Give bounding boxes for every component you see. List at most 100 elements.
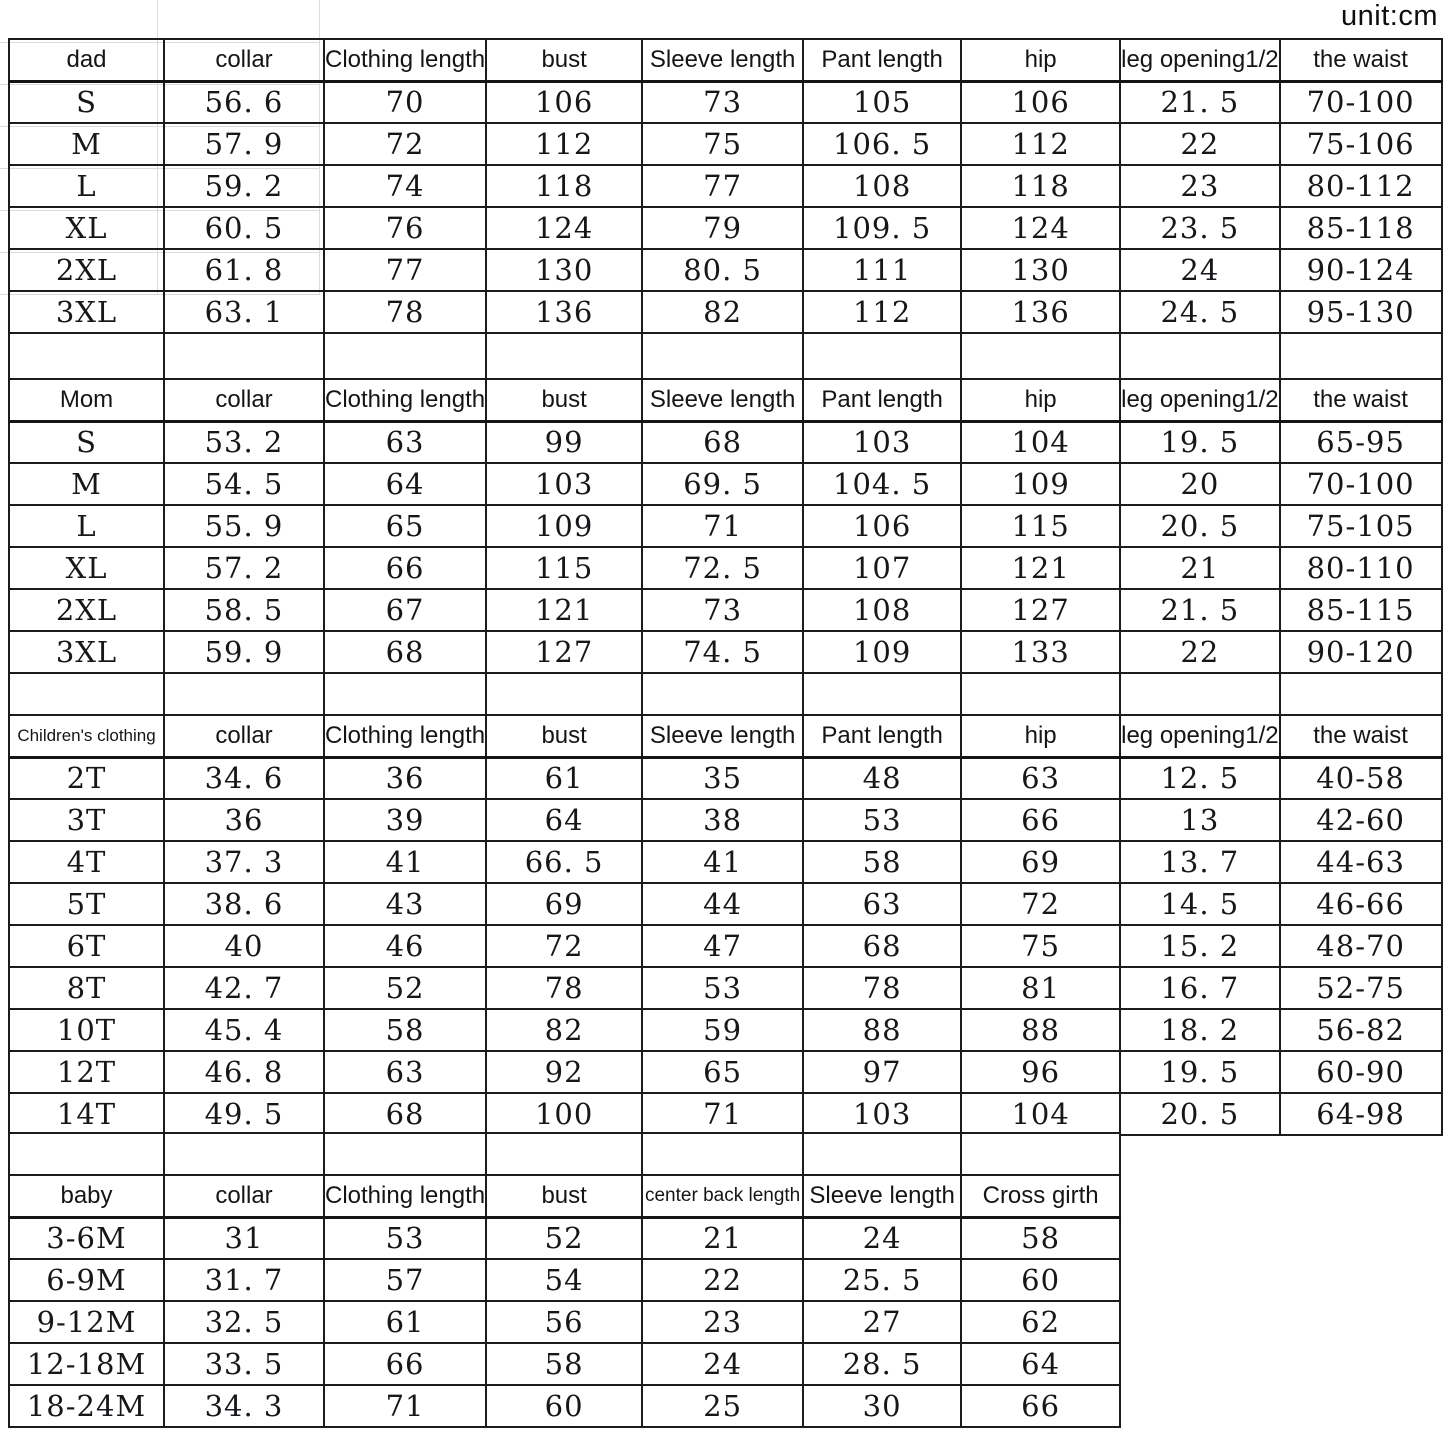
unit-label: unit:cm (1341, 0, 1438, 32)
spacer-cell (322, 672, 488, 716)
value-cell: 38 (641, 798, 805, 842)
value-cell: 13 (1119, 798, 1281, 842)
value-cell: 66 (960, 1384, 1122, 1428)
column-header: bust (485, 38, 644, 83)
value-cell: 78 (802, 966, 963, 1010)
size-label: 8T (8, 966, 165, 1010)
value-cell: 118 (960, 164, 1122, 208)
value-cell: 57. 9 (163, 122, 325, 166)
value-cell: 46. 8 (163, 1050, 325, 1094)
value-cell: 71 (322, 1384, 488, 1428)
value-cell: 54 (485, 1258, 644, 1302)
table-row: 3XL 63. 1 78 136 82 112 136 24. 5 95-130 (8, 290, 1443, 334)
value-cell: 103 (802, 420, 963, 464)
size-label: 2T (8, 756, 165, 800)
value-cell: 68 (322, 1092, 488, 1136)
column-header: Sleeve length (641, 714, 805, 759)
value-cell: 60 (960, 1258, 1122, 1302)
table-row: 12-18M 33. 5 66 58 24 28. 5 64 (8, 1342, 1122, 1386)
value-cell: 112 (802, 290, 963, 334)
value-cell: 75 (960, 924, 1122, 968)
table-row: XL 60. 5 76 124 79 109. 5 124 23. 5 85-118 (8, 206, 1443, 250)
value-cell: 69 (960, 840, 1122, 884)
value-cell: 60. 5 (163, 206, 325, 250)
value-cell: 53 (322, 1216, 488, 1260)
value-cell: 73 (641, 80, 805, 124)
column-header: Cross girth (960, 1174, 1122, 1219)
value-cell: 79 (641, 206, 805, 250)
value-cell: 130 (485, 248, 644, 292)
value-cell: 68 (322, 630, 488, 674)
value-cell: 136 (960, 290, 1122, 334)
spacer-cell (1119, 672, 1281, 716)
value-cell: 18. 2 (1119, 1008, 1281, 1052)
value-cell: 73 (641, 588, 805, 632)
size-label: S (8, 80, 165, 124)
size-label: 4T (8, 840, 165, 884)
spacer-row (8, 672, 1443, 716)
value-cell: 37. 3 (163, 840, 325, 884)
value-cell: 71 (641, 504, 805, 548)
value-cell: 48-70 (1278, 924, 1443, 968)
value-cell: 46-66 (1278, 882, 1443, 926)
size-label: XL (8, 546, 165, 590)
column-header: bust (485, 378, 644, 423)
value-cell: 104. 5 (802, 462, 963, 506)
column-header: leg opening1/2 (1119, 714, 1281, 759)
value-cell: 118 (485, 164, 644, 208)
value-cell: 70-100 (1278, 80, 1443, 124)
value-cell: 107 (802, 546, 963, 590)
size-label: 3-6M (8, 1216, 165, 1260)
value-cell: 72 (960, 882, 1122, 926)
value-cell: 82 (485, 1008, 644, 1052)
value-cell: 25. 5 (802, 1258, 963, 1302)
value-cell: 20. 5 (1119, 1092, 1281, 1136)
size-label: 2XL (8, 248, 165, 292)
value-cell: 78 (322, 290, 488, 334)
table-row: 2T 34. 6 36 61 35 48 63 12. 5 40-58 (8, 756, 1443, 800)
column-header: Sleeve length (802, 1174, 963, 1219)
spacer-cell (641, 1132, 805, 1176)
value-cell: 70-100 (1278, 462, 1443, 506)
spacer-cell (8, 672, 165, 716)
value-cell: 23 (641, 1300, 805, 1344)
value-cell: 36 (322, 756, 488, 800)
size-label: XL (8, 206, 165, 250)
spacer-cell (163, 672, 325, 716)
size-label: 6-9M (8, 1258, 165, 1302)
value-cell: 71 (641, 1092, 805, 1136)
value-cell: 31. 7 (163, 1258, 325, 1302)
value-cell: 78 (485, 966, 644, 1010)
spacer-cell (1278, 332, 1443, 380)
value-cell: 77 (322, 248, 488, 292)
size-label: 5T (8, 882, 165, 926)
table-row: 14T 49. 5 68 100 71 103 104 20. 5 64-98 (8, 1092, 1443, 1136)
table-row: M 54. 5 64 103 69. 5 104. 5 109 20 70-100 (8, 462, 1443, 506)
column-header: bust (485, 1174, 644, 1219)
value-cell: 66 (322, 1342, 488, 1386)
value-cell: 65 (641, 1050, 805, 1094)
value-cell: 100 (485, 1092, 644, 1136)
value-cell: 106. 5 (802, 122, 963, 166)
value-cell: 68 (802, 924, 963, 968)
value-cell: 33. 5 (163, 1342, 325, 1386)
value-cell: 14. 5 (1119, 882, 1281, 926)
spacer-cell (641, 332, 805, 380)
value-cell: 42. 7 (163, 966, 325, 1010)
table-row: S 53. 2 63 99 68 103 104 19. 5 65-95 (8, 420, 1443, 464)
column-header: collar (163, 378, 325, 423)
value-cell: 92 (485, 1050, 644, 1094)
table-row: XL 57. 2 66 115 72. 5 107 121 21 80-110 (8, 546, 1443, 590)
value-cell: 66. 5 (485, 840, 644, 884)
value-cell: 109. 5 (802, 206, 963, 250)
value-cell: 85-115 (1278, 588, 1443, 632)
spacer-cell (960, 672, 1122, 716)
spacer-cell (802, 332, 963, 380)
value-cell: 62 (960, 1300, 1122, 1344)
value-cell: 41 (322, 840, 488, 884)
value-cell: 75-106 (1278, 122, 1443, 166)
value-cell: 72 (485, 924, 644, 968)
value-cell: 63 (802, 882, 963, 926)
column-header: Clothing length (322, 714, 488, 759)
